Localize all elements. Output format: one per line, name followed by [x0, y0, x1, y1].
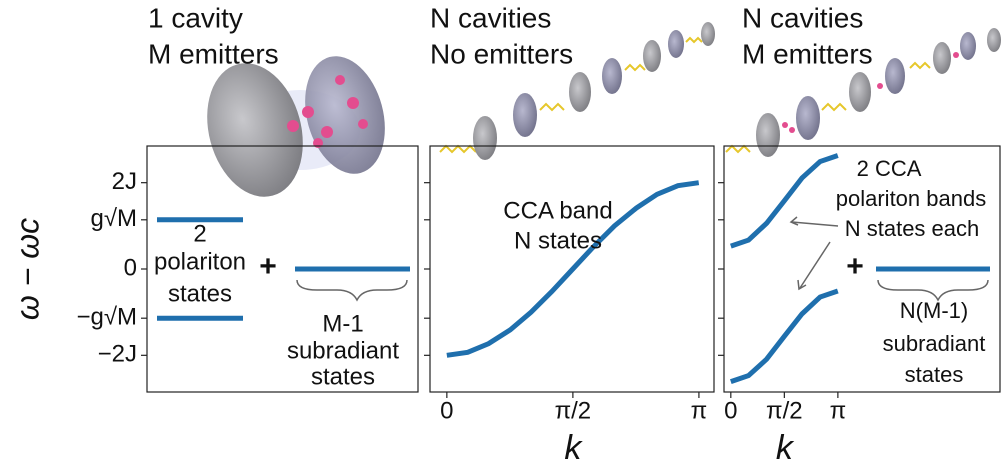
y-tick-label: g√M: [90, 205, 137, 232]
annotation: N states: [514, 227, 602, 254]
annotation: +: [259, 250, 277, 283]
panel-title: N cavities: [430, 2, 551, 33]
annotation: states: [905, 362, 964, 387]
annotation: states: [311, 363, 375, 390]
x-tick-label: π/2: [555, 397, 592, 424]
x-tick-label: 0: [724, 397, 737, 424]
illustrations: [207, 22, 1001, 197]
y-tick-label: 2J: [112, 168, 137, 195]
x-tick-label: π: [691, 397, 708, 424]
y-tick-label: −g√M: [76, 304, 137, 331]
curve: [730, 288, 839, 385]
arrow-head: [797, 279, 807, 291]
annotation: subradiant: [883, 331, 986, 356]
annotation: subradiant: [287, 337, 399, 364]
annotation: polariton bands: [836, 186, 986, 211]
x-axis-label: k: [564, 429, 583, 467]
arrow: [791, 221, 839, 227]
annotation: states: [168, 280, 232, 307]
annotation: CCA band: [503, 197, 612, 224]
x-tick-label: 0: [440, 397, 453, 424]
x-axis-label: k: [776, 429, 795, 467]
x-tick-label: π/2: [766, 397, 803, 424]
annotation: +: [846, 250, 864, 283]
decorations: [296, 216, 989, 302]
y-axis-label: ω − ωc: [9, 218, 45, 320]
brace: [877, 279, 989, 302]
annotation: M-1: [322, 310, 363, 337]
brace: [296, 279, 408, 302]
arrow-head: [789, 216, 799, 226]
y-tick-label: −2J: [98, 341, 137, 368]
panel-title: 1 cavity: [148, 2, 243, 33]
annotation: 2 CCA: [857, 156, 922, 181]
x-tick-label: π: [830, 397, 847, 424]
panel-title: M emitters: [148, 38, 279, 69]
y-tick-label: 0: [124, 254, 137, 281]
annotation: N states each: [845, 216, 980, 241]
annotation: 2: [193, 220, 206, 247]
panel-title: N cavities: [742, 2, 863, 33]
single-cavity: [207, 56, 385, 197]
annotation: N(M-1): [900, 298, 968, 323]
arrow: [799, 241, 831, 289]
annotation: polariton: [154, 248, 246, 275]
panel-title: M emitters: [742, 38, 873, 69]
curve: [730, 153, 839, 249]
panel-title: No emitters: [430, 38, 573, 69]
curve: [446, 180, 700, 358]
